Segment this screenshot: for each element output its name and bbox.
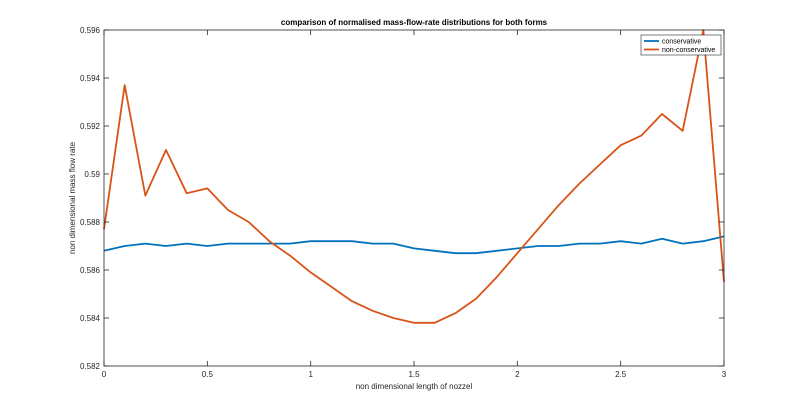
y-tick-label: 0.596: [80, 26, 101, 35]
legend-label-non-conservative: non-conservative: [662, 47, 715, 54]
plot-area: [104, 30, 724, 366]
x-tick-label: 3: [722, 370, 727, 379]
y-tick-label: 0.592: [80, 122, 101, 131]
x-tick-label: 0: [102, 370, 107, 379]
legend-label-conservative: conservative: [662, 39, 701, 46]
x-tick-label: 1.5: [408, 370, 420, 379]
y-tick-label: 0.594: [80, 74, 101, 83]
series-layer: [103, 29, 725, 324]
chart-title: comparison of normalised mass-flow-rate …: [281, 18, 548, 27]
y-tick-label: 0.59: [84, 170, 100, 179]
ticks-layer: 0 0.5 1 1.5 2 2.5 3 0.582 0.584 0.586 0.588 0.59 0.5…: [80, 26, 727, 379]
x-tick-label: 2: [515, 370, 520, 379]
x-tick-label: 2.5: [615, 370, 627, 379]
x-tick-label: 0.5: [202, 370, 214, 379]
series-line-conservative: [103, 235, 725, 255]
series-line-non-conservative: [103, 29, 725, 324]
x-axis-title: non dimensional length of nozzel: [356, 382, 473, 391]
y-tick-label: 0.582: [80, 362, 101, 371]
legend-box: [640, 34, 722, 56]
y-tick-label: 0.588: [80, 218, 101, 227]
y-tick-label: 0.584: [80, 314, 101, 323]
x-tick-label: 1: [308, 370, 313, 379]
y-tick-label: 0.586: [80, 266, 101, 275]
y-axis-title: non dimensional mass flow rate: [68, 141, 77, 254]
